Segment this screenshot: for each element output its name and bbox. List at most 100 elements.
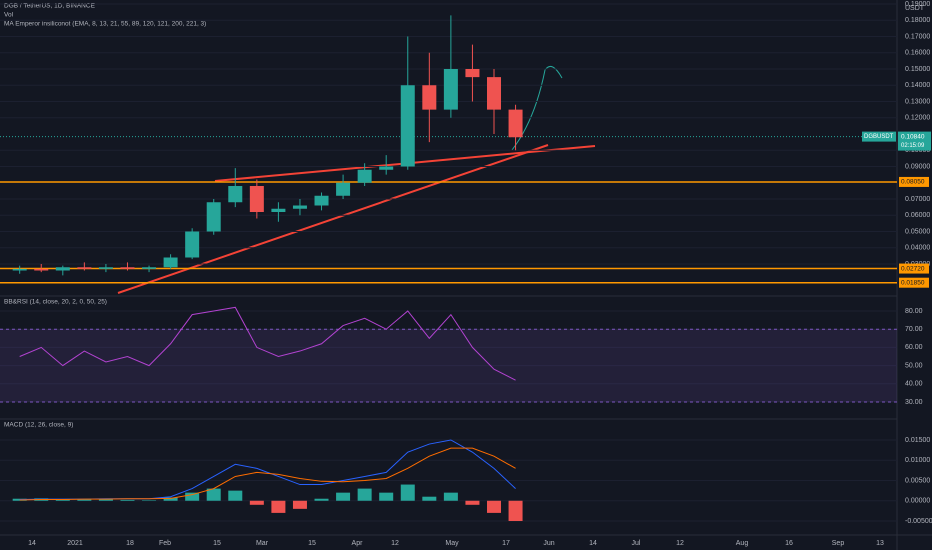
macd-histogram-bar [465,500,480,505]
time-label: 15 [213,540,221,547]
level-badge [899,277,929,288]
candle-body [228,186,243,203]
tick-label: 0.12000 [905,115,930,122]
unit-label: USDT [905,5,925,12]
candle-body [487,77,501,110]
tick-label: -0.00500 [905,518,932,525]
candle-body [271,208,286,212]
ma-label: MA Emperor insiliconot (EMA, 8, 13, 21, … [4,21,206,28]
candle-body [357,169,372,183]
macd-histogram-bar [120,499,135,501]
candle-body [336,182,351,196]
tick-label: 0.16000 [905,50,930,57]
candle-body [120,267,135,269]
macd-histogram-bar [98,499,113,501]
time-label: 16 [785,540,793,547]
candle-body [400,85,415,167]
price-badge-bg [898,131,931,151]
tick-label: 40.00 [905,381,923,388]
candle-body [443,69,458,110]
level-badge [899,176,929,187]
time-label: 12 [676,540,684,547]
time-label: 2021 [67,540,83,547]
time-label: 17 [502,540,510,547]
candle-body [422,85,437,110]
candle-body [55,267,70,271]
candle-body [98,267,113,269]
tick-label: 0.04000 [905,245,930,252]
candle-body [77,267,92,269]
time-label: Sep [832,540,845,547]
macd-histogram-bar [228,490,243,501]
level-label: 0.02720 [901,265,925,272]
candle-body [465,69,480,78]
symbol-title: DGB / TetherUS, 1D, BINANCE [4,3,96,10]
tick-label: 70.00 [905,326,923,333]
candle-body [163,257,178,268]
tick-label: 0.18000 [905,17,930,24]
signal-line [19,447,516,501]
level-label: 0.08050 [901,179,925,186]
candle-body [142,267,157,269]
tick-label: 50.00 [905,362,923,369]
macd-histogram-bar [336,492,351,501]
time-label: 15 [308,540,316,547]
macd-histogram-bar [163,497,178,501]
candle-body [379,166,394,170]
time-label: Aug [736,540,749,547]
tick-label: 0.17000 [905,33,930,40]
macd-histogram-bar [487,500,501,513]
time-label: 13 [876,540,884,547]
tick-label: 0.00000 [905,498,930,505]
tick-label: 0.05000 [905,228,930,235]
tick-label: 0.01000 [905,457,930,464]
tick-label: 60.00 [905,344,923,351]
time-label: 14 [28,540,36,547]
time-label: Mar [256,540,269,547]
tick-label: 0.09000 [905,163,930,170]
macd-histogram-bar [185,492,200,501]
time-label: 18 [126,540,134,547]
tick-label: 0.14000 [905,82,930,89]
candle-body [314,195,329,206]
time-label: May [445,540,459,547]
macd-histogram-bar [357,488,372,501]
time-label: Apr [352,540,364,547]
tick-label: 0.19000 [905,1,930,8]
tick-label: 0.01500 [905,437,930,444]
time-label: Jun [543,540,554,547]
candle-body [12,268,27,271]
tick-label: 30.00 [905,399,923,406]
macd-histogram-bar [271,500,286,513]
tick-label: 0.13000 [905,98,930,105]
macd-histogram-bar [249,500,264,505]
countdown: 02:15:09 [901,143,925,149]
macd-label: MACD (12, 26, close, 9) [4,422,73,429]
level-badge [899,263,929,274]
rsi-line [19,306,516,381]
time-label: Feb [159,540,171,547]
macd-histogram-bar [379,492,394,501]
symbol-badge: DGBUSDT [864,134,894,140]
tick-label: 0.00500 [905,477,930,484]
volume-label: Vol [4,12,14,19]
rsi-label: BB&RSI (14, close, 20, 2, 0, 50, 25) [4,299,107,306]
tick-label: 0.15000 [905,66,930,73]
candle-body [508,109,523,138]
candle-body [249,186,264,212]
candle-body [206,202,221,232]
time-label: 12 [391,540,399,547]
macd-histogram-bar [314,498,329,501]
tick-label: 0.07000 [905,196,930,203]
macd-histogram-bar [508,500,523,521]
macd-histogram-bar [443,492,458,501]
macd-histogram-bar [400,484,415,501]
macd-histogram-bar [142,500,157,501]
rsi-band [0,329,897,402]
macd-histogram-bar [206,488,221,501]
symbol-badge-bg [862,131,896,142]
time-label: Jul [632,540,641,547]
